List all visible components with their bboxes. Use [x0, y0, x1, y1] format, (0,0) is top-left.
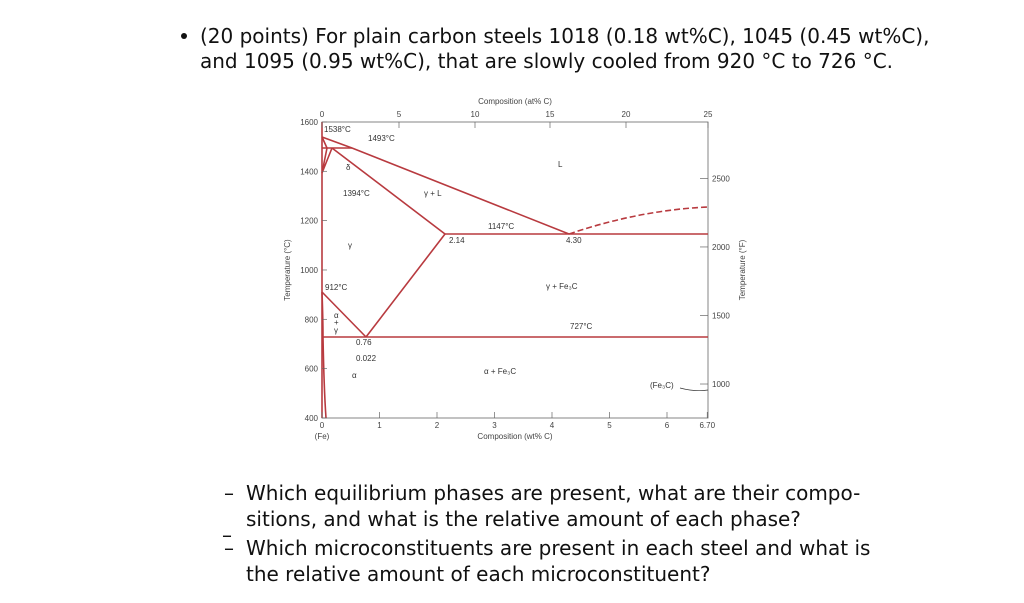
diagram-label: α [334, 311, 339, 320]
a3-line [321, 291, 367, 338]
y2-tick-label: 1000 [712, 380, 730, 389]
diagram-label: δ [346, 163, 351, 172]
y2-tick-label: 1500 [712, 311, 730, 320]
y-tick-label: 1400 [300, 167, 318, 176]
top-tick-label: 25 [704, 110, 713, 119]
y-tick-label: 1600 [300, 118, 318, 127]
acm-line [365, 233, 446, 338]
bullet-text: and 1095 (0.95 wt%C), that are slowly co… [200, 49, 893, 73]
sub-bullet-text: Which microconstituents are present in e… [246, 536, 870, 560]
diagram-label: 1394°C [343, 189, 370, 198]
leader-line [679, 387, 709, 392]
diagram-label: + [334, 318, 339, 327]
x-tick-label: 3 [492, 421, 497, 430]
y-axis-title: Temperature (°C) [283, 239, 292, 301]
fe3c-liquidus [568, 206, 709, 235]
y-tick-label: 600 [305, 365, 319, 374]
liquidus [321, 136, 570, 235]
x-tick-label: 6 [665, 421, 670, 430]
diagram-label: γ + Fe₃C [546, 282, 578, 291]
diagram-label: 4.30 [566, 236, 582, 245]
diagram-label: 912°C [325, 283, 348, 292]
diagram-label: α + Fe₃C [484, 367, 516, 376]
y-tick-label: 1000 [300, 266, 318, 275]
x-axis-title: Composition (wt% C) [477, 432, 552, 441]
diagram-label: (Fe₃C) [650, 381, 674, 390]
y2-tick-label: 2000 [712, 243, 730, 252]
diagram-label: α [352, 371, 357, 380]
x-tick-label: 5 [607, 421, 612, 430]
x-tick-label: 1 [377, 421, 382, 430]
diagram-label: 1493°C [368, 134, 395, 143]
x-tick-label: 2 [435, 421, 440, 430]
dash: – [222, 523, 232, 547]
y-tick-label: 400 [305, 414, 319, 423]
diagram-label: γ [334, 326, 338, 335]
top-axis-title: Composition (at% C) [478, 97, 552, 106]
diagram-label: 1538°C [324, 125, 351, 134]
delta-region [321, 136, 333, 174]
top-tick-label: 20 [622, 110, 631, 119]
top-tick-label: 15 [546, 110, 555, 119]
diagram-label: 0.022 [356, 354, 377, 363]
y2-axis-title: Temperature (°F) [738, 239, 747, 300]
y-tick-label: 800 [305, 315, 319, 324]
x-tick-label: 4 [550, 421, 555, 430]
bullet-text: (20 points) For plain carbon steels 1018… [200, 24, 929, 48]
y-tick-label: 1200 [300, 217, 318, 226]
sub-bullet-text: the relative amount of each microconstit… [246, 562, 710, 586]
solidus [331, 147, 446, 235]
sub-bullet-text: Which equilibrium phases are present, wh… [246, 481, 860, 505]
sub-bullet-text: sitions, and what is the relative amount… [246, 507, 801, 531]
diagram-label: γ [348, 241, 352, 250]
x-tick-label: 0 [320, 421, 325, 430]
diagram-label: 727°C [570, 322, 593, 331]
x-tick-label: 6.70 [699, 421, 715, 430]
diagram-label: 2.14 [449, 236, 465, 245]
top-tick-label: 0 [320, 110, 325, 119]
dash: – [224, 481, 234, 505]
diagram-label: L [558, 160, 563, 169]
origin-label: (Fe) [315, 432, 330, 441]
bullet-dot [181, 33, 187, 39]
top-tick-label: 5 [397, 110, 402, 119]
diagram-label: 1147°C [488, 222, 514, 231]
top-tick-label: 10 [471, 110, 480, 119]
diagram-label: γ + L [424, 189, 442, 198]
diagram-label: 0.76 [356, 338, 372, 347]
y2-tick-label: 2500 [712, 174, 730, 183]
dash: – [224, 536, 234, 560]
